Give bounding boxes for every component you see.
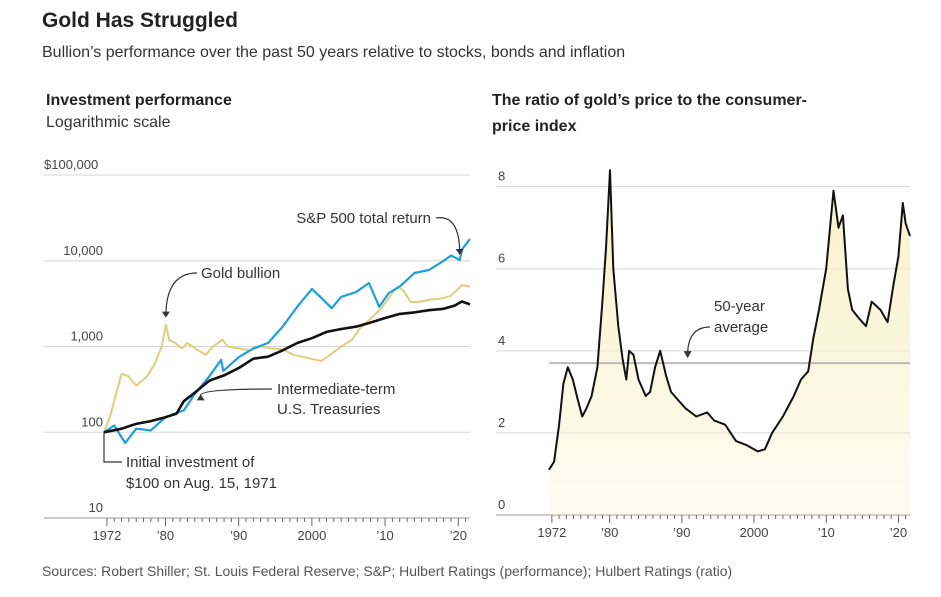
left-y-tick-label: 10,000 bbox=[63, 243, 103, 258]
right-x-tick-label: 2000 bbox=[740, 525, 769, 540]
initial-investment-label-line-2: $100 on Aug. 15, 1971 bbox=[126, 475, 277, 492]
right-y-tick-label: 6 bbox=[498, 251, 505, 266]
left-panel-subtitle: Logarithmic scale bbox=[46, 114, 171, 131]
right-x-tick-label: ’10 bbox=[818, 525, 835, 540]
ratio-area bbox=[549, 170, 910, 515]
right-x-tick-label: ’80 bbox=[601, 525, 618, 540]
average-label-line-1: 50-year bbox=[714, 298, 765, 315]
initial-investment-label-line-1: Initial investment of bbox=[126, 454, 255, 471]
left-x-tick-label: ’20 bbox=[450, 528, 467, 543]
treasuries-label-line-2: U.S. Treasuries bbox=[277, 401, 380, 418]
treasuries-arrow bbox=[196, 394, 205, 401]
right-y-tick-label: 8 bbox=[498, 169, 505, 184]
treasuries-line bbox=[103, 300, 471, 434]
average-callout bbox=[687, 326, 711, 356]
gold-arrow bbox=[161, 311, 170, 318]
left-y-tick-label: 10 bbox=[89, 500, 103, 515]
sp500-label: S&P 500 total return bbox=[296, 210, 431, 227]
left-x-tick-label: ’90 bbox=[230, 528, 247, 543]
left-y-tick-label: $100,000 bbox=[44, 157, 98, 172]
right-y-tick-label: 0 bbox=[498, 497, 505, 512]
left-x-tick-label: ’10 bbox=[376, 528, 393, 543]
chart-subtitle: Bullion’s performance over the past 50 y… bbox=[42, 44, 626, 61]
gold-label: Gold bullion bbox=[201, 265, 280, 282]
left-x-tick-label: 1972 bbox=[92, 528, 121, 543]
left-y-tick-label: 1,000 bbox=[70, 329, 103, 344]
right-panel-title-line-2: price index bbox=[492, 118, 577, 135]
average-arrow bbox=[683, 351, 692, 359]
right-x-tick-label: 1972 bbox=[537, 525, 566, 540]
chart-title: Gold Has Struggled bbox=[42, 9, 239, 32]
left-y-tick-label: 100 bbox=[81, 414, 103, 429]
right-x-tick-label: ’20 bbox=[890, 525, 907, 540]
left-x-tick-label: ’80 bbox=[157, 528, 174, 543]
left-panel-title: Investment performance bbox=[46, 92, 232, 109]
right-x-tick-label: ’90 bbox=[673, 525, 690, 540]
gold-callout bbox=[165, 272, 198, 317]
initial-investment-callout bbox=[103, 432, 122, 463]
right-y-tick-label: 4 bbox=[498, 333, 505, 348]
ratio-line bbox=[548, 169, 911, 471]
sp500-callout bbox=[435, 217, 461, 255]
sources-note: Sources: Robert Shiller; St. Louis Feder… bbox=[42, 563, 733, 579]
right-panel-title-line-1: The ratio of gold’s price to the consume… bbox=[492, 92, 807, 109]
left-x-tick-label: 2000 bbox=[297, 528, 326, 543]
gold-line bbox=[103, 284, 471, 433]
treasuries-label-line-1: Intermediate-term bbox=[277, 381, 395, 398]
sp500-arrow bbox=[455, 249, 464, 256]
right-y-tick-label: 2 bbox=[498, 415, 505, 430]
treasuries-callout bbox=[200, 388, 273, 396]
average-label-line-2: average bbox=[714, 319, 768, 336]
